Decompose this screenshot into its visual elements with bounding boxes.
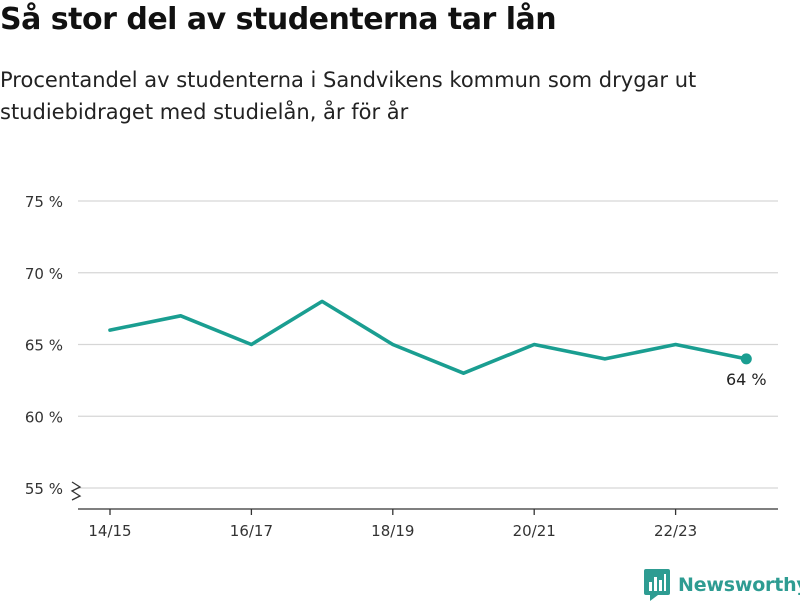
- end-value-label: 64 %: [726, 370, 767, 389]
- series-line: [108, 299, 749, 376]
- gridlines: [78, 200, 778, 489]
- y-tick-label: 75 %: [25, 193, 63, 211]
- y-tick-label: 65 %: [25, 337, 63, 355]
- y-tick-label: 60 %: [25, 408, 63, 426]
- chart-subtitle: Procentandel av studenterna i Sandvikens…: [0, 68, 697, 124]
- newsworthy-logo: Newsworthy: [644, 568, 800, 602]
- line-chart: 55 % 60 % 65 % 70 % 75 % 14/15 16/17 18/19 20/2…: [25, 193, 778, 540]
- bar-chart-logo-icon: [644, 569, 670, 601]
- axis-break-icon: [70, 481, 82, 501]
- x-tick-label: 20/21: [513, 522, 556, 540]
- x-axis-tick-labels: 14/15 16/17 18/19 20/21 22/23: [88, 522, 697, 540]
- x-tick-label: 14/15: [88, 522, 131, 540]
- x-tick-label: 18/19: [371, 522, 414, 540]
- brand-name: Newsworthy: [678, 574, 800, 596]
- y-tick-label: 55 %: [25, 480, 63, 498]
- x-axis: [70, 481, 778, 515]
- y-tick-label: 70 %: [25, 265, 63, 283]
- x-tick-label: 22/23: [654, 522, 697, 540]
- y-axis-tick-labels: 55 % 60 % 65 % 70 % 75 %: [25, 193, 63, 498]
- series: 64 %: [108, 299, 767, 389]
- end-point-marker: [740, 353, 752, 365]
- chart-title: Så stor del av studenterna tar lån: [0, 2, 557, 37]
- x-tick-label: 16/17: [230, 522, 273, 540]
